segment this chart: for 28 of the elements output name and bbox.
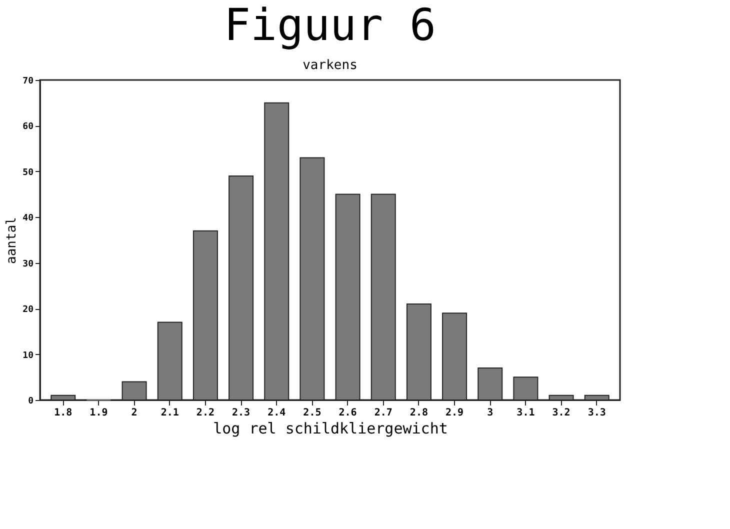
y-tick-label: 10 <box>22 350 34 361</box>
y-tick-label: 60 <box>22 122 34 132</box>
x-tick-label: 2.5 <box>303 408 322 418</box>
y-axis-title: aantal <box>4 217 20 264</box>
x-tick-label: 2.3 <box>232 408 250 418</box>
x-tick-label: 3.3 <box>588 408 606 418</box>
x-tick-label: 1.9 <box>90 408 108 418</box>
x-tick-label: 2.1 <box>160 408 179 418</box>
y-tick-label: 70 <box>22 76 34 86</box>
x-tick-label: 3 <box>487 408 494 418</box>
chart-title: Figuur 6 <box>224 0 436 51</box>
y-tick-label: 20 <box>22 305 34 316</box>
x-tick-label: 2.6 <box>338 408 357 418</box>
x-tick-label: 2.8 <box>410 408 428 418</box>
x-tick-label: 2 <box>131 408 138 418</box>
x-axis-title: log rel schildkliergewicht <box>213 420 448 438</box>
y-tick-label: 30 <box>22 259 34 270</box>
x-tick-label: 2.2 <box>196 408 214 418</box>
x-tick-label: 3.2 <box>552 408 570 418</box>
x-tick-label: 2.4 <box>268 408 286 418</box>
y-tick-label: 50 <box>22 168 34 178</box>
x-tick-label: 3.1 <box>516 408 535 418</box>
y-tick-label: 40 <box>22 214 34 224</box>
x-tick-label: 1.8 <box>54 408 72 418</box>
chart-subtitle: varkens <box>302 58 358 73</box>
x-tick-label: 2.7 <box>374 408 392 418</box>
x-tick-label: 2.9 <box>446 408 464 418</box>
y-tick-label: 0 <box>28 396 34 406</box>
